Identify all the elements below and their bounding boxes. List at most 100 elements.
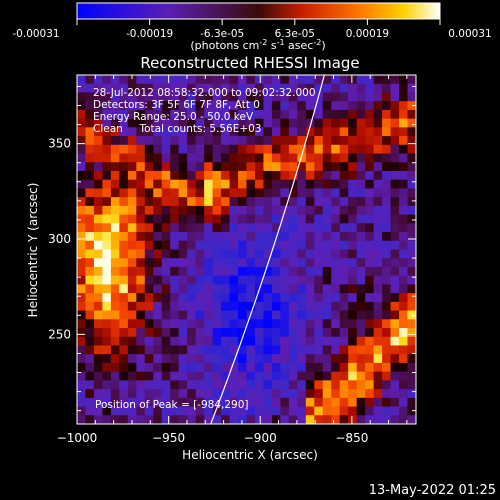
heatmap-cell: [178, 249, 188, 259]
heatmap-cell: [322, 371, 332, 381]
heatmap-cell: [280, 319, 290, 329]
heatmap-cell: [407, 389, 416, 399]
heatmap-cell: [170, 75, 180, 85]
heatmap-cell: [85, 249, 95, 259]
heatmap-cell: [373, 153, 383, 163]
heatmap-cell: [221, 284, 231, 294]
heatmap-cell: [314, 101, 324, 111]
heatmap-cell: [144, 380, 154, 390]
heatmap-cell: [407, 371, 416, 381]
heatmap-cell: [399, 293, 409, 303]
heatmap-cell: [246, 266, 256, 277]
heatmap-cell: [254, 345, 265, 355]
heatmap-cell: [187, 83, 197, 94]
heatmap-cell: [204, 284, 214, 294]
heatmap-cell: [204, 232, 214, 242]
heatmap-cell: [390, 406, 400, 416]
heatmap-cell: [187, 144, 197, 155]
heatmap-cell: [221, 301, 231, 312]
heatmap-cell: [212, 109, 222, 120]
heatmap-cell: [382, 109, 392, 120]
heatmap-cell: [314, 179, 324, 190]
heatmap-cell: [161, 406, 171, 416]
heatmap-cell: [187, 101, 197, 111]
heatmap-cell: [204, 162, 214, 172]
heatmap-cell: [246, 179, 256, 190]
heatmap-cell: [195, 214, 205, 224]
heatmap-cell: [229, 214, 239, 224]
heatmap-cell: [119, 205, 129, 216]
heatmap-cell: [254, 144, 265, 155]
heatmap-cell: [212, 275, 222, 285]
heatmap-cell: [263, 310, 273, 320]
heatmap-cell: [93, 397, 104, 408]
x-tick-label: −1000: [57, 431, 98, 445]
heatmap-cell: [280, 293, 290, 303]
heatmap-cell: [110, 362, 120, 373]
heatmap-cell: [170, 144, 180, 155]
heatmap-cell: [297, 223, 307, 233]
heatmap-cell: [305, 293, 315, 303]
heatmap-cell: [221, 354, 231, 364]
heatmap-cell: [195, 406, 205, 416]
heatmap-cell: [382, 328, 392, 338]
heatmap-cell: [153, 301, 163, 312]
heatmap-cell: [254, 205, 265, 216]
heatmap-cell: [110, 75, 120, 85]
heatmap-cell: [85, 83, 95, 94]
footer-date: 13-May-2022 01:25: [369, 483, 496, 498]
heatmap-cell: [102, 275, 112, 285]
heatmap-cell: [280, 380, 290, 390]
heatmap-cell: [102, 258, 112, 268]
heatmap-cell: [187, 362, 197, 373]
heatmap-cell: [373, 310, 383, 320]
heatmap-cell: [102, 362, 112, 373]
heatmap-cell: [322, 109, 332, 120]
heatmap-cell: [195, 258, 205, 268]
heatmap-cell: [170, 336, 180, 347]
heatmap-cell: [221, 83, 231, 94]
heatmap-cell: [271, 380, 281, 390]
heatmap-cell: [110, 336, 120, 347]
heatmap-cell: [77, 179, 87, 190]
heatmap-cell: [161, 258, 171, 268]
heatmap-cell: [322, 153, 332, 163]
heatmap-cell: [297, 83, 307, 94]
heatmap-cell: [119, 162, 129, 172]
heatmap-cell: [102, 389, 112, 399]
heatmap-cell: [288, 301, 298, 312]
heatmap-cell: [93, 179, 104, 190]
heatmap-cell: [187, 92, 197, 102]
heatmap-cell: [212, 319, 222, 329]
heatmap-cell: [102, 249, 112, 259]
heatmap-cell: [127, 275, 137, 285]
heatmap-cell: [356, 293, 366, 303]
heatmap-cell: [102, 284, 112, 294]
heatmap-cell: [271, 249, 281, 259]
heatmap-cell: [102, 197, 112, 207]
heatmap-cell: [170, 109, 180, 120]
heatmap-cell: [280, 389, 290, 399]
heatmap-cell: [263, 83, 273, 94]
heatmap-cell: [119, 223, 129, 233]
heatmap-cell: [102, 336, 112, 347]
heatmap-cell: [356, 153, 366, 163]
heatmap-cell: [204, 75, 214, 85]
heatmap-cell: [178, 362, 188, 373]
heatmap-cell: [119, 109, 129, 120]
heatmap-cell: [110, 240, 120, 251]
heatmap-cell: [187, 127, 197, 137]
heatmap-cell: [119, 293, 129, 303]
heatmap-cell: [110, 275, 120, 285]
heatmap-cell: [280, 240, 290, 251]
heatmap-cell: [399, 345, 409, 355]
heatmap-cell: [77, 249, 87, 259]
heatmap-cell: [271, 75, 281, 85]
heatmap-cell: [263, 101, 273, 111]
heatmap-cell: [263, 354, 273, 364]
heatmap-cell: [93, 118, 104, 128]
heatmap-cell: [297, 109, 307, 120]
colorbar-tick-label: 0.00031: [448, 28, 491, 40]
heatmap-cell: [77, 362, 87, 373]
heatmap-cell: [85, 75, 95, 85]
